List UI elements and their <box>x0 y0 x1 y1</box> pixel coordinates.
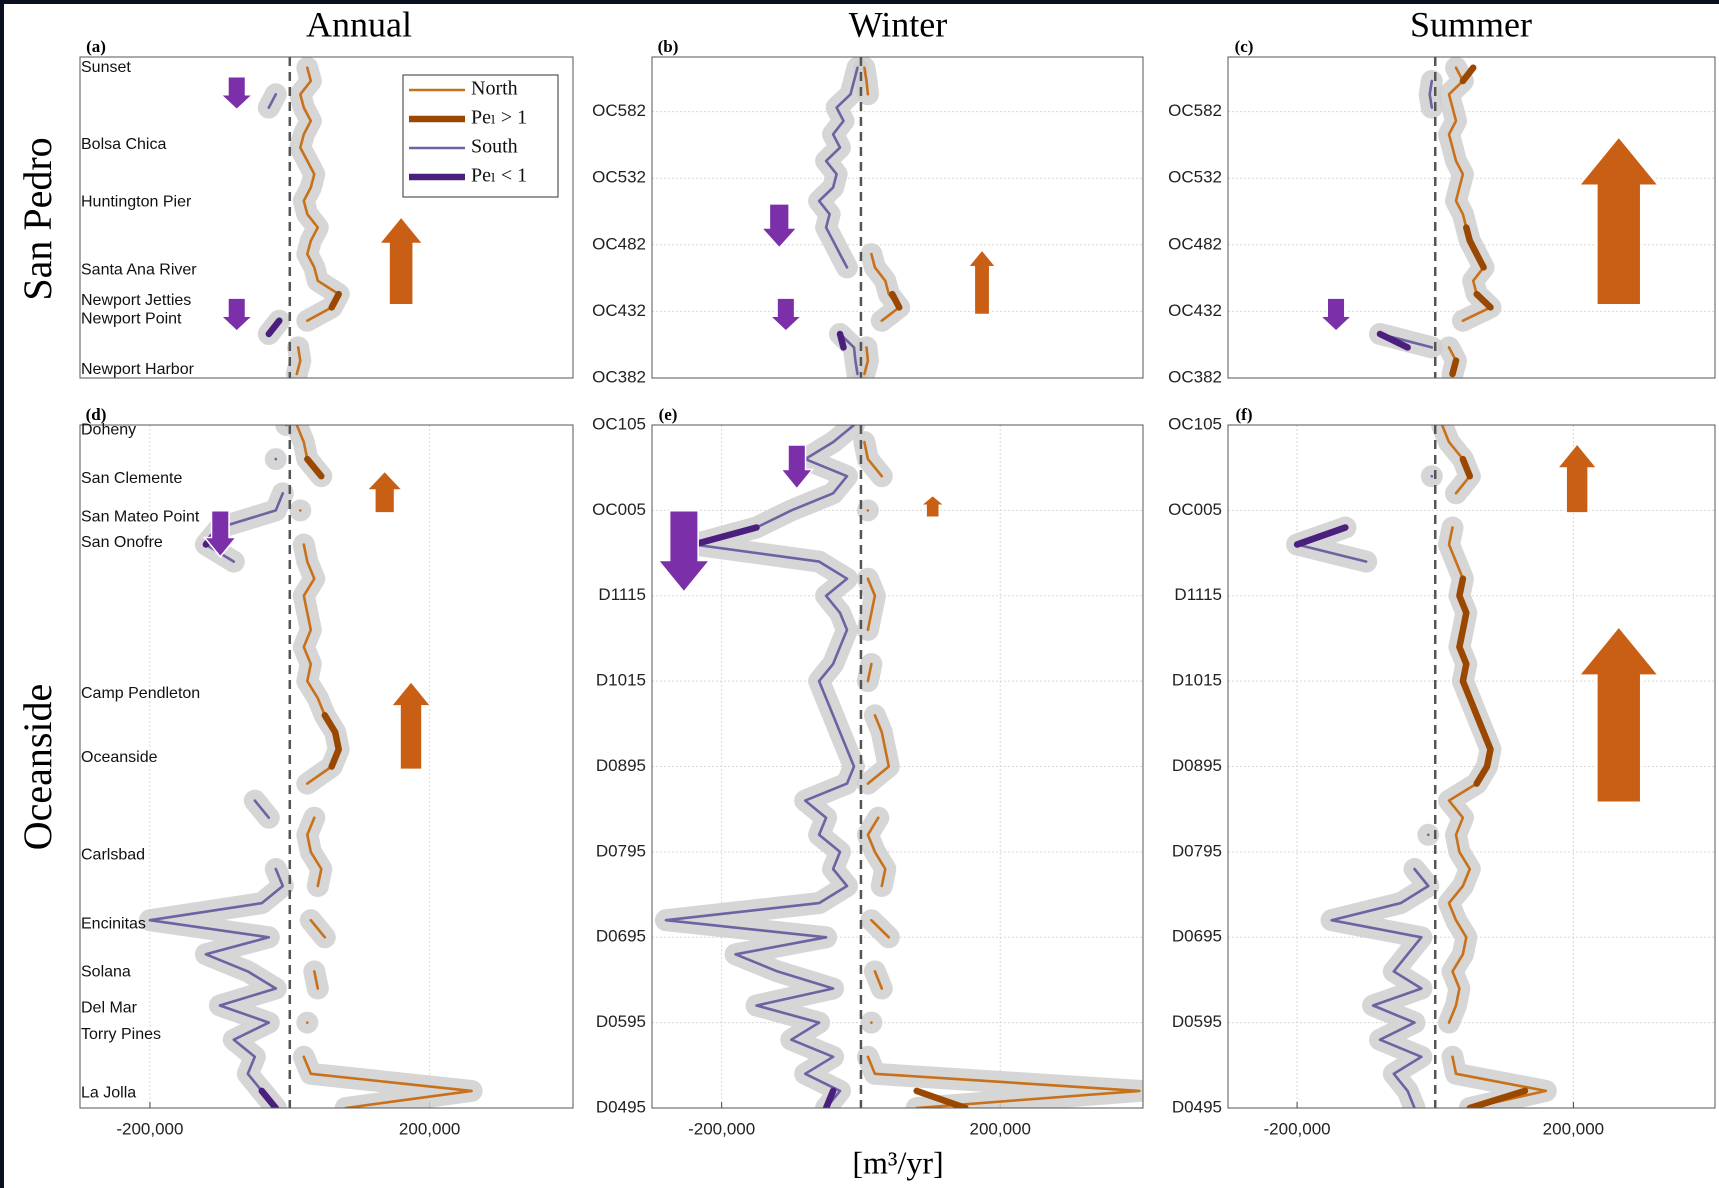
location-label: Oceanside <box>81 749 158 766</box>
series-line <box>840 334 844 347</box>
y-tick-label: D0695 <box>596 927 646 946</box>
y-tick-label: D0695 <box>1172 927 1222 946</box>
y-tick-label: OC105 <box>592 414 646 433</box>
location-label: Sunset <box>81 59 131 76</box>
legend-label: South <box>471 136 518 158</box>
x-tick-label: -200,000 <box>688 1119 755 1138</box>
legend-label: North <box>471 78 518 100</box>
location-label: Doheny <box>81 421 136 438</box>
y-tick-label: D0495 <box>596 1097 646 1116</box>
y-tick-label: OC532 <box>592 168 646 187</box>
location-label: San Clemente <box>81 470 182 487</box>
location-label: Del Mar <box>81 999 138 1016</box>
location-label: La Jolla <box>81 1085 136 1102</box>
x-tick-label: 200,000 <box>1543 1119 1604 1138</box>
panel: OC382 OC432 OC482 OC532 OC582 (b) <box>592 37 1143 387</box>
row-label: Oceanside <box>15 684 60 851</box>
location-label: Huntington Pier <box>81 193 192 210</box>
location-label: Bolsa Chica <box>81 136 166 153</box>
y-tick-label: OC005 <box>1168 500 1222 519</box>
panel-label: (a) <box>86 37 106 56</box>
y-tick-label: D0895 <box>596 756 646 775</box>
location-label: Camp Pendleton <box>81 685 200 702</box>
y-tick-label: D1015 <box>1172 671 1222 690</box>
location-label: San Onofre <box>81 534 163 551</box>
y-tick-label: D0795 <box>596 841 646 860</box>
location-label: Carlsbad <box>81 847 145 864</box>
y-tick-label: D0595 <box>1172 1012 1222 1031</box>
location-label: Torry Pines <box>81 1026 161 1043</box>
y-tick-label: D1015 <box>596 671 646 690</box>
panel-label: (b) <box>658 37 679 56</box>
y-tick-label: D0895 <box>1172 756 1222 775</box>
y-tick-label: OC005 <box>592 500 646 519</box>
legend-label: Peₗ < 1 <box>471 165 527 187</box>
x-tick-label: -200,000 <box>1264 1119 1331 1138</box>
location-label: Santa Ana River <box>81 261 197 278</box>
y-tick-label: OC532 <box>1168 168 1222 187</box>
panel-label: (e) <box>659 405 678 424</box>
y-tick-label: OC582 <box>1168 101 1222 120</box>
y-tick-label: OC382 <box>592 367 646 386</box>
y-tick-label: D0595 <box>596 1012 646 1031</box>
column-title: Annual <box>306 4 412 44</box>
y-tick-label: D1115 <box>1174 585 1222 604</box>
column-title: Summer <box>1410 4 1532 44</box>
location-label: Newport Point <box>81 311 182 328</box>
location-label: Encinitas <box>81 916 146 933</box>
location-label: Newport Jetties <box>81 292 191 309</box>
location-label: Newport Harbor <box>81 361 195 378</box>
y-tick-label: OC582 <box>592 101 646 120</box>
panel-label: (f) <box>1236 405 1253 424</box>
y-tick-label: OC482 <box>1168 234 1222 253</box>
y-tick-label: D0795 <box>1172 841 1222 860</box>
x-tick-label: -200,000 <box>116 1119 183 1138</box>
y-tick-label: OC432 <box>592 301 646 320</box>
y-tick-label: OC482 <box>592 234 646 253</box>
panel-label: (c) <box>1235 37 1254 56</box>
x-tick-label: 200,000 <box>399 1119 460 1138</box>
figure: Annual Winter Summer San Pedro Oceanside… <box>0 0 1719 1188</box>
y-tick-label: D0495 <box>1172 1097 1222 1116</box>
panel-frame <box>652 57 1143 378</box>
legend: North Peₗ > 1 South Peₗ < 1 <box>403 75 558 197</box>
legend-label: Peₗ > 1 <box>471 107 527 129</box>
y-tick-label: OC105 <box>1168 414 1222 433</box>
x-tick-label: 200,000 <box>970 1119 1031 1138</box>
y-tick-label: D1115 <box>598 585 646 604</box>
column-title: Winter <box>849 4 948 44</box>
location-label: San Mateo Point <box>81 508 200 525</box>
location-label: Solana <box>81 963 131 980</box>
y-tick-label: OC382 <box>1168 367 1222 386</box>
y-tick-label: OC432 <box>1168 301 1222 320</box>
x-axis-label: [m³/yr] <box>852 1144 943 1180</box>
row-label: San Pedro <box>15 137 60 300</box>
